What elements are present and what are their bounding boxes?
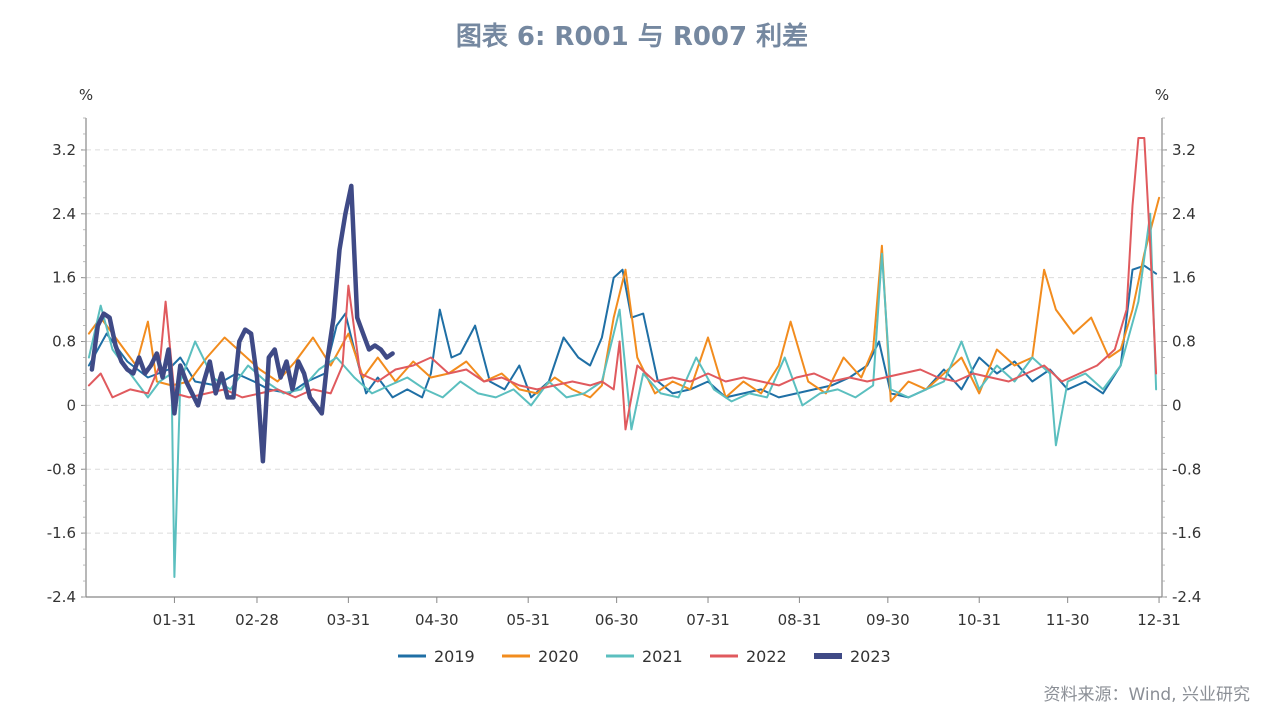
- y-tick-label-left-0: 3.2: [52, 141, 76, 159]
- y-tick-label-right-6: -1.6: [1172, 524, 1201, 542]
- y-tick-label-left-4: 0: [66, 396, 76, 414]
- series-line-2022: [87, 137, 1158, 431]
- x-tick-label-8: 09-30: [866, 611, 910, 629]
- x-tick-label-11: 12-31: [1137, 611, 1181, 629]
- x-tick-label-6: 07-31: [686, 611, 730, 629]
- x-tick-label-7: 08-31: [778, 611, 822, 629]
- x-tick-label-2: 03-31: [327, 611, 371, 629]
- source-note: 资料来源：Wind, 兴业研究: [1043, 685, 1250, 705]
- y-tick-label-right-7: -2.4: [1172, 588, 1201, 606]
- legend-label-2020: 2020: [538, 647, 579, 666]
- legend-label-2021: 2021: [642, 647, 683, 666]
- y-tick-label-right-4: 0: [1172, 396, 1182, 414]
- series-line-2019: [87, 264, 1158, 399]
- y-tick-label-right-1: 2.4: [1172, 205, 1196, 223]
- series-line-2020: [87, 196, 1161, 403]
- y-tick-label-right-2: 1.6: [1172, 269, 1196, 287]
- legend-label-2019: 2019: [434, 647, 475, 666]
- x-tick-label-1: 02-28: [235, 611, 279, 629]
- y-unit-right: %: [1155, 86, 1169, 104]
- y-tick-label-right-3: 0.8: [1172, 333, 1196, 351]
- y-tick-label-left-2: 1.6: [52, 269, 76, 287]
- x-tick-label-4: 05-31: [506, 611, 550, 629]
- chart-title: 图表 6: R001 与 R007 利差: [455, 22, 809, 52]
- x-tick-label-9: 10-31: [957, 611, 1001, 629]
- y-tick-label-right-5: -0.8: [1172, 460, 1201, 478]
- y-tick-label-left-3: 0.8: [52, 333, 76, 351]
- y-tick-label-left-1: 2.4: [52, 205, 76, 223]
- series-line-2023: [89, 183, 395, 464]
- y-tick-label-left-6: -1.6: [47, 524, 76, 542]
- legend-label-2022: 2022: [746, 647, 787, 666]
- x-tick-label-10: 11-30: [1046, 611, 1090, 629]
- x-tick-label-3: 04-30: [415, 611, 459, 629]
- legend-label-2023: 2023: [850, 647, 891, 666]
- y-tick-label-left-7: -2.4: [47, 588, 76, 606]
- y-tick-label-left-5: -0.8: [47, 460, 76, 478]
- y-tick-label-right-0: 3.2: [1172, 141, 1196, 159]
- x-tick-label-5: 06-30: [595, 611, 639, 629]
- x-tick-label-0: 01-31: [153, 611, 197, 629]
- y-unit-left: %: [79, 86, 93, 104]
